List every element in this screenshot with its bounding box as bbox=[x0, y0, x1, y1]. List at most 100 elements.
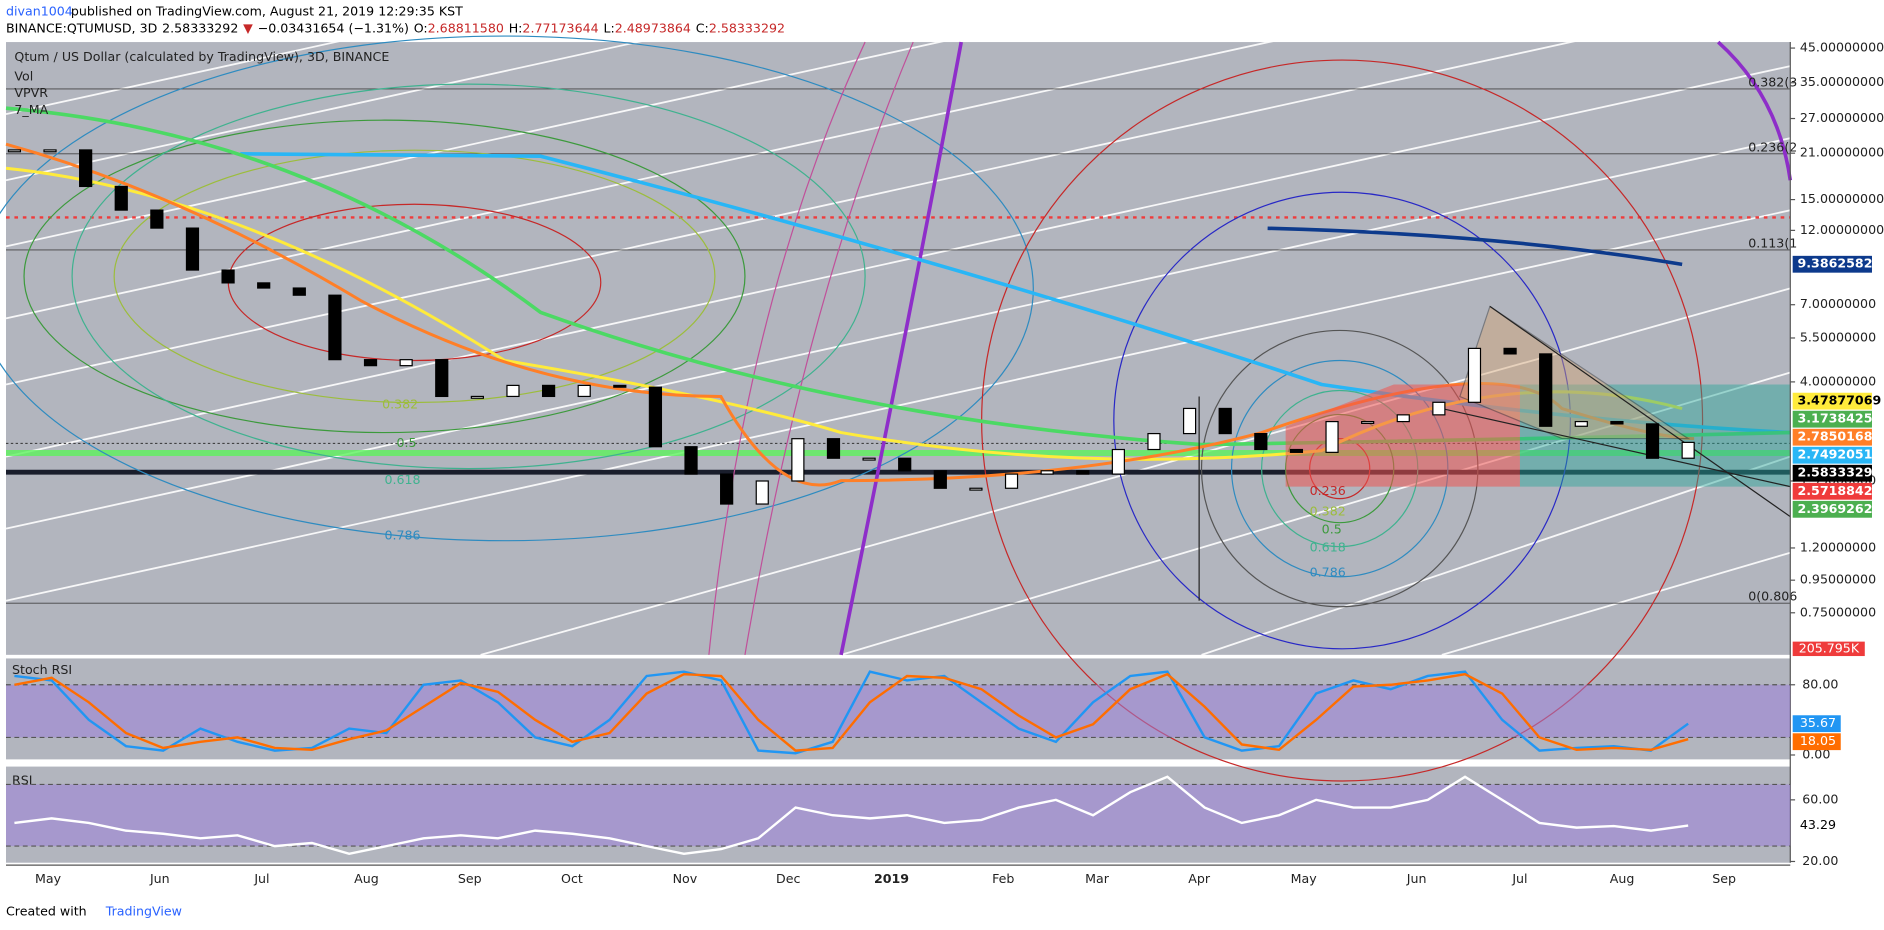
y-tick-label: 0.75000000 bbox=[1800, 604, 1876, 619]
candle bbox=[826, 438, 841, 459]
candle bbox=[720, 473, 734, 505]
candle bbox=[1503, 347, 1517, 355]
price-label-bg bbox=[1792, 392, 1872, 410]
x-tick-label: Jul bbox=[253, 871, 269, 886]
fib-left-label: 0.382 bbox=[382, 396, 418, 411]
symbol-info: C: bbox=[696, 20, 709, 35]
candle bbox=[1681, 441, 1695, 459]
x-tick-label: Oct bbox=[561, 871, 583, 886]
candle bbox=[257, 282, 271, 289]
symbol-info: 2.58333292 bbox=[162, 20, 238, 35]
y-tick-label: 1.20000000 bbox=[1800, 539, 1876, 554]
candle bbox=[1182, 407, 1197, 435]
value-label-bg bbox=[1792, 817, 1841, 835]
y-tick-label: 80.00 bbox=[1802, 676, 1838, 691]
price-label-bg bbox=[1792, 482, 1872, 500]
symbol-info: 2.48973864 bbox=[615, 20, 691, 35]
fib-left-label: 0.786 bbox=[384, 527, 420, 542]
candle bbox=[1076, 470, 1090, 475]
footer-brand[interactable]: TradingView bbox=[105, 903, 182, 918]
value-label: 43.29 bbox=[1800, 817, 1836, 832]
candle bbox=[1467, 347, 1482, 403]
candle bbox=[541, 384, 556, 398]
candle bbox=[435, 359, 449, 398]
x-tick-label: Sep bbox=[1712, 871, 1736, 886]
candle bbox=[399, 359, 413, 367]
panel-title: Stoch RSI bbox=[12, 662, 72, 677]
fib-left-label: 0.618 bbox=[384, 472, 420, 487]
symbol-info: 2.68811580 bbox=[428, 20, 504, 35]
x-tick-label: Apr bbox=[1188, 871, 1211, 886]
symbol-info: O: bbox=[414, 20, 428, 35]
fib-time-label: 0.382 bbox=[1310, 503, 1346, 518]
x-tick-label: Aug bbox=[354, 871, 379, 886]
symbol-info: 2.58333292 bbox=[709, 20, 785, 35]
fib-left-label: 0.5 bbox=[397, 435, 417, 450]
y-tick-label: 5.50000000 bbox=[1800, 329, 1876, 344]
y-tick-label: 35.00000000 bbox=[1800, 74, 1884, 89]
candle bbox=[1645, 423, 1660, 459]
price-label-bg bbox=[1792, 446, 1872, 464]
candle bbox=[969, 487, 983, 491]
x-tick-label: Aug bbox=[1610, 871, 1635, 886]
candle bbox=[1004, 473, 1019, 489]
candle bbox=[1218, 407, 1232, 435]
y-tick-label: 12.00000000 bbox=[1800, 222, 1884, 237]
fib-time-label: 0.786 bbox=[1310, 565, 1346, 580]
candle bbox=[862, 457, 876, 461]
value-label: 18.05 bbox=[1800, 733, 1836, 748]
candle bbox=[648, 386, 663, 448]
y-tick-label: 4.00000000 bbox=[1800, 373, 1876, 388]
x-tick-label: Mar bbox=[1085, 871, 1110, 886]
symbol-line: BINANCE:QTUMUSD, 3D 2.58333292 ▼ −0.0343165… bbox=[6, 20, 785, 35]
candle bbox=[7, 149, 22, 153]
value-label-bg bbox=[1792, 733, 1841, 751]
fib-time-label: 0.618 bbox=[1310, 539, 1346, 554]
candle bbox=[684, 446, 698, 475]
candle bbox=[114, 185, 128, 211]
price-label-bg bbox=[1792, 464, 1872, 482]
y-tick-label: 7.00000000 bbox=[1800, 296, 1876, 311]
band-fill bbox=[6, 684, 1791, 738]
candle bbox=[185, 227, 200, 271]
candle bbox=[1396, 414, 1410, 423]
y-tick-label: 45.00000000 bbox=[1800, 40, 1884, 55]
footer-text: Created with bbox=[6, 903, 87, 918]
candle bbox=[292, 287, 306, 296]
y-tick-label: 20.00 bbox=[1802, 853, 1838, 868]
candle bbox=[1111, 448, 1125, 475]
x-tick-label: 2019 bbox=[874, 871, 909, 886]
candle bbox=[221, 269, 235, 284]
candle bbox=[43, 149, 57, 153]
symbol-info: 2.77173644 bbox=[522, 20, 598, 35]
x-tick-label: Jun bbox=[149, 871, 170, 886]
price-label: 3.17384259 bbox=[1797, 411, 1881, 426]
fib-level: 0.113(1 bbox=[1748, 235, 1797, 250]
x-tick-label: May bbox=[1291, 871, 1318, 886]
price-label: 3.47877069 bbox=[1797, 393, 1881, 408]
author: divan1004 bbox=[6, 4, 73, 19]
indicator-line bbox=[14, 672, 1689, 752]
price-label: 2.74920515 bbox=[1797, 447, 1881, 462]
x-tick-label: Feb bbox=[992, 871, 1014, 886]
symbol-info: ▼ bbox=[243, 20, 253, 35]
study: VPVR bbox=[14, 85, 48, 100]
candle bbox=[363, 359, 378, 367]
study: 7_MA bbox=[14, 102, 48, 117]
candle bbox=[755, 480, 769, 505]
x-tick-label: Nov bbox=[673, 871, 698, 886]
candle bbox=[1539, 353, 1553, 427]
candle bbox=[1325, 420, 1339, 453]
y-tick-label: 21.00000000 bbox=[1800, 145, 1884, 160]
price-label: 2.57188424 bbox=[1797, 483, 1881, 498]
symbol-info: H: bbox=[509, 20, 523, 35]
x-tick-label: Jun bbox=[1406, 871, 1427, 886]
candle bbox=[328, 294, 342, 361]
candle bbox=[506, 384, 520, 398]
candle bbox=[1432, 401, 1446, 416]
y-tick-label: 60.00 bbox=[1802, 791, 1838, 806]
fib-level: 0.382(3 bbox=[1748, 74, 1797, 89]
candle bbox=[1574, 420, 1588, 427]
candle bbox=[613, 384, 627, 388]
